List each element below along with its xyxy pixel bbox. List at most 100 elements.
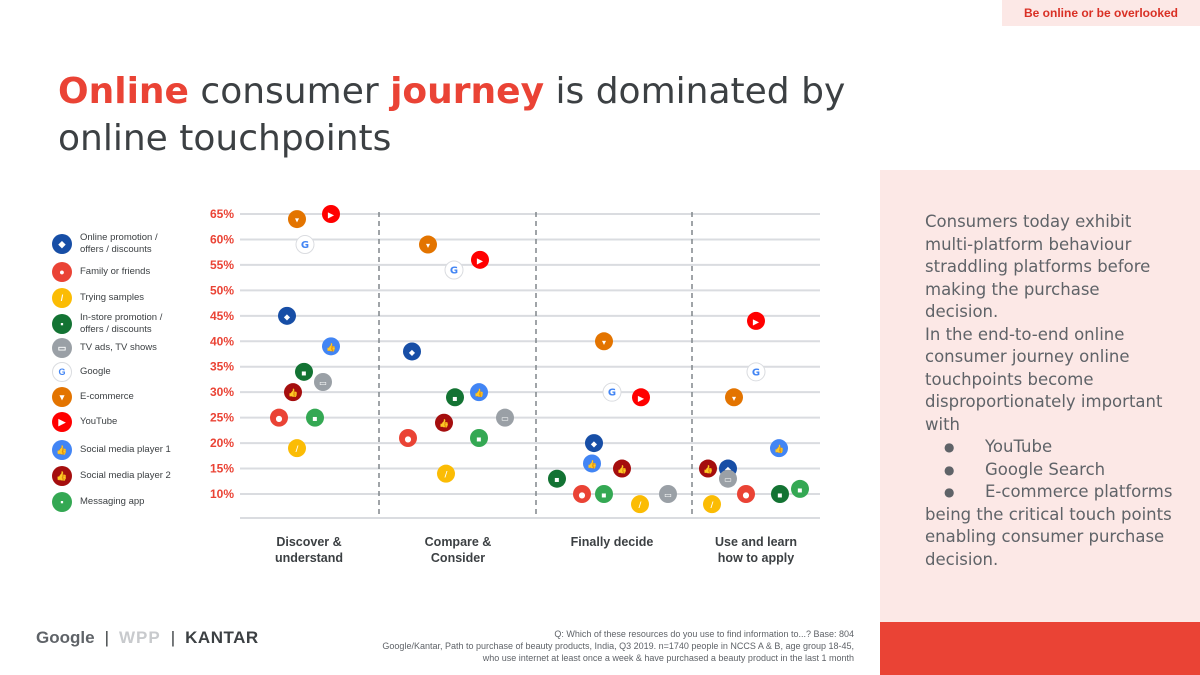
data-point xyxy=(746,362,766,382)
y-tick-label: 35% xyxy=(210,360,234,374)
legend-item: ▭ TV ads, TV shows xyxy=(52,338,192,358)
legend-label: In-store promotion / offers / discounts xyxy=(80,312,163,335)
data-point-glyph: ▾ xyxy=(602,338,606,347)
scatter-chart: 65% 60% 55% 50% 45% 40% 35% 30% 25% 20% 15% 10% Disc… xyxy=(210,205,820,565)
cart-icon: ▾ xyxy=(52,387,72,407)
data-point-glyph: ▪ xyxy=(601,491,606,500)
legend-label: Google xyxy=(80,366,111,377)
y-tick-label: 10% xyxy=(210,487,234,501)
legend-label: Family or friends xyxy=(80,266,151,277)
y-tick-label: 50% xyxy=(210,283,234,297)
data-point-glyph: G xyxy=(301,240,309,251)
legend-item: ● Family or friends xyxy=(52,262,192,282)
legend-item: ▪ In-store promotion / offers / discounts xyxy=(52,312,192,336)
legend-label: TV ads, TV shows xyxy=(80,342,157,353)
title-text: consumer xyxy=(188,71,391,112)
tagline: Be online or be overlooked xyxy=(1002,0,1200,26)
tv-icon: ▭ xyxy=(52,338,72,358)
logo-separator: | xyxy=(170,628,176,647)
data-point-glyph: ▶ xyxy=(328,211,335,220)
data-point xyxy=(270,408,288,427)
data-point xyxy=(791,479,809,498)
right-panel xyxy=(880,170,1200,622)
title-text-end: is dominated by online touchpoints xyxy=(58,71,846,159)
data-point xyxy=(306,408,324,427)
thumbs-up-icon: 👍 xyxy=(52,466,72,486)
data-point xyxy=(771,485,789,503)
data-point xyxy=(284,383,302,402)
legend-label: YouTube xyxy=(80,416,118,427)
panel-text: Consumers today exhibit multi-platform b… xyxy=(925,211,1175,571)
y-tick-label: 25% xyxy=(210,411,234,425)
data-point-glyph: / xyxy=(445,470,448,479)
data-point xyxy=(602,382,622,402)
data-point-glyph: ▾ xyxy=(732,394,736,403)
legend-label: Social media player 1 xyxy=(80,444,171,455)
source-line-2: who use internet at least once a week & … xyxy=(482,653,854,663)
data-point-glyph: 👍 xyxy=(774,444,784,454)
data-point xyxy=(613,459,631,478)
data-point xyxy=(703,495,721,514)
legend-label: Messaging app xyxy=(80,496,145,507)
data-point xyxy=(322,337,340,356)
data-point xyxy=(632,388,650,407)
data-point xyxy=(446,388,464,407)
wpp-logo: WPP xyxy=(118,628,161,647)
data-point xyxy=(737,485,755,503)
data-point-glyph: 👍 xyxy=(288,388,298,398)
data-point xyxy=(470,429,488,447)
data-point xyxy=(403,342,421,361)
data-point-glyph: ▶ xyxy=(753,317,760,326)
legend-item: ▪ Messaging app xyxy=(52,492,192,512)
page-title: Online consumer journey is dominated by … xyxy=(58,68,918,162)
data-point-glyph: / xyxy=(711,501,714,510)
x-category-label: Finally decide xyxy=(571,535,654,549)
data-point-glyph: ▪ xyxy=(777,491,782,500)
data-point-glyph: ▭ xyxy=(724,475,732,484)
data-point-glyph: 👍 xyxy=(326,342,336,352)
legend-item: ▶ YouTube xyxy=(52,412,192,432)
legend-item: 👍 Social media player 2 xyxy=(52,466,192,486)
data-point-glyph: ◆ xyxy=(284,312,291,321)
data-point xyxy=(295,235,315,255)
data-point-glyph: 👍 xyxy=(587,459,597,469)
panel-intro: Consumers today exhibit multi-platform b… xyxy=(925,212,1151,321)
data-point xyxy=(719,469,737,488)
data-point-glyph: ● xyxy=(405,435,412,444)
legend-label: Trying samples xyxy=(80,292,145,303)
data-point-glyph: / xyxy=(296,445,299,454)
data-point xyxy=(314,373,332,391)
data-point-glyph: ◆ xyxy=(591,440,598,449)
data-point xyxy=(747,311,765,330)
partner-logos: Google | WPP | KANTAR xyxy=(36,628,259,648)
y-tick-label: 20% xyxy=(210,436,234,450)
data-point xyxy=(595,332,613,351)
data-point-glyph: ● xyxy=(579,491,586,500)
panel-bullets: YouTube Google Search E-commerce platfor… xyxy=(925,436,1175,504)
google-icon: G xyxy=(52,362,72,382)
data-point xyxy=(770,439,788,458)
y-tick-label: 55% xyxy=(210,258,234,272)
x-category-label: Compare & Consider xyxy=(425,535,492,565)
kantar-logo: KANTAR xyxy=(185,628,259,647)
data-point-glyph: 👍 xyxy=(617,464,627,474)
y-tick-label: 40% xyxy=(210,334,234,348)
data-point xyxy=(583,454,601,473)
data-point xyxy=(548,469,566,488)
data-point xyxy=(595,485,613,503)
data-point-glyph: ▪ xyxy=(797,485,802,494)
data-point xyxy=(631,495,649,514)
source-note: Q: Which of these resources do you use t… xyxy=(320,628,854,664)
legend-item: G Google xyxy=(52,362,192,382)
y-tick-label: 60% xyxy=(210,232,234,246)
google-logo: Google xyxy=(36,628,95,647)
data-point xyxy=(288,439,306,458)
y-tick-label: 30% xyxy=(210,385,234,399)
legend-item: ◆ Online promotion / offers / discounts xyxy=(52,232,192,256)
survey-question: Q: Which of these resources do you use t… xyxy=(554,629,854,639)
data-point xyxy=(435,413,453,432)
right-accent-bar xyxy=(880,622,1200,675)
thumbs-up-icon: 👍 xyxy=(52,440,72,460)
data-point xyxy=(471,250,489,269)
data-point-glyph: G xyxy=(752,367,760,378)
